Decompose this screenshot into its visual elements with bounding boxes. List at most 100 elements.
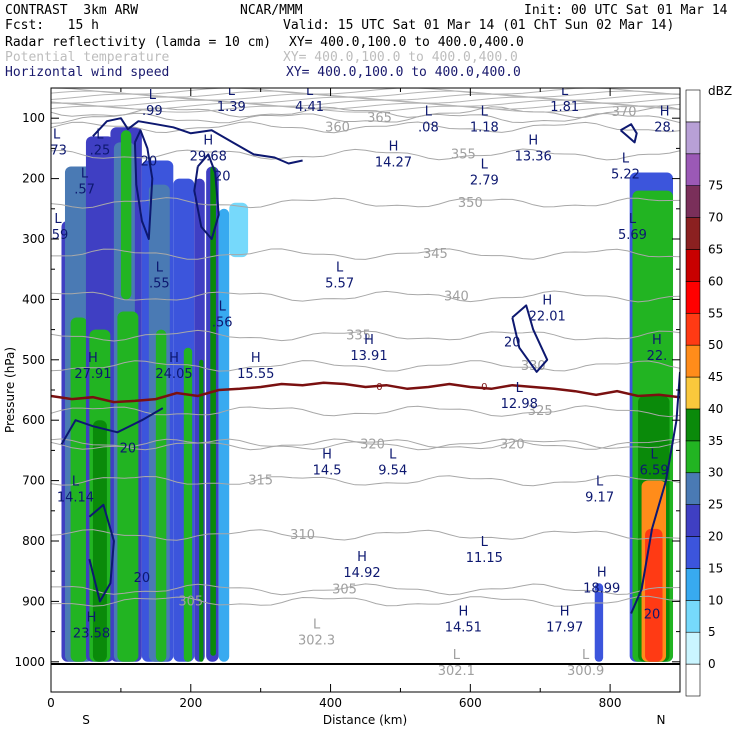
theta-contour-label: 365	[367, 111, 392, 126]
x-tick-label: 0	[47, 696, 55, 710]
y-tick-label: 200	[22, 172, 45, 186]
x-axis-label: Distance (km)	[323, 713, 407, 727]
reflectivity-cell	[120, 130, 132, 300]
theta-contour-line	[51, 405, 680, 418]
y-tick-label: 1000	[14, 655, 45, 669]
reflectivity-cell	[645, 528, 663, 662]
y-axis-label: Pressure (hPa)	[3, 347, 17, 433]
theta-contour-line	[51, 197, 680, 209]
colorbar-level-label: 0	[708, 657, 716, 671]
wind-contour-line	[619, 123, 638, 144]
wind-extremum-marker: L	[228, 84, 236, 99]
wind-extremum-marker: L	[481, 535, 489, 550]
wind-extremum-value: 2.79	[470, 174, 499, 189]
wind-extremum-value: 14.5	[313, 464, 342, 479]
wind-contour-label: 20	[214, 170, 231, 185]
wind-contour-label: 20	[134, 571, 151, 586]
theta-contour-line	[51, 438, 680, 451]
colorbar-swatch	[685, 600, 701, 633]
wind-contour-label: 20	[644, 607, 661, 622]
colorbar-swatch	[685, 631, 701, 665]
wind-extremum-value: 4.41	[295, 100, 324, 115]
reflectivity-cell	[229, 202, 249, 258]
wind-extremum-marker: L	[72, 475, 80, 490]
theta-contour-line	[51, 112, 680, 124]
zero-degree-line	[51, 381, 680, 404]
wind-extremum-value: 1.18	[470, 120, 499, 135]
wind-extremum-value: 23.58	[73, 627, 110, 642]
wind-extremum-value: 27.91	[74, 367, 111, 382]
wind-extremum-marker: H	[169, 351, 179, 366]
wind-contour-line	[193, 153, 220, 240]
reflectivity-cell	[210, 166, 216, 656]
theta-contour-line	[51, 290, 680, 303]
wind-extremum-marker: L	[149, 88, 157, 103]
reflectivity-cell	[70, 317, 88, 662]
x-end-label-north: N	[657, 713, 666, 727]
colorbar: 0 5 10 15 20 25 30 35 40 45 50 55 60 65 70 75	[685, 89, 723, 697]
theta-contour-label: 305	[332, 582, 357, 597]
colorbar-swatch	[685, 121, 701, 155]
y-tick-label: 900	[22, 594, 45, 608]
wind-extremum-marker: L	[306, 84, 314, 99]
wind-extremum-value: 24.05	[155, 367, 192, 382]
theta-contour-label: 320	[500, 437, 525, 452]
wind-extremum-value: 6.59	[640, 464, 669, 479]
wind-extremum-value: 5.57	[325, 276, 354, 291]
wind-extremum-value: .08	[418, 120, 439, 135]
wind-extremum-marker: H	[87, 611, 97, 626]
y-tick-label: 100	[22, 111, 45, 125]
wind-extremum-value: .56	[212, 316, 233, 331]
wind-extremum-marker: L	[425, 104, 433, 119]
theta-contour-line	[51, 474, 680, 487]
reflectivity-cell	[92, 420, 107, 662]
wind-extremum-marker: H	[597, 565, 607, 580]
init-time: Init: 00 UTC Sat 01 Mar 14	[524, 3, 728, 18]
wind-extremum-value: 12.98	[501, 397, 538, 412]
theta-contour-line	[51, 102, 680, 110]
wind-extremum-marker: H	[652, 333, 662, 348]
wind-extremum-value: 5.69	[618, 228, 647, 243]
forecast-hour: Fcst: 15 h	[5, 18, 99, 33]
wind-extremum-value: 22.	[647, 349, 668, 364]
wind-extremum-marker: H	[542, 294, 552, 309]
colorbar-swatch	[685, 312, 701, 346]
theta-contour-line	[51, 583, 680, 596]
wind-extremum-marker: H	[560, 605, 570, 620]
wind-extremum-marker: L	[81, 167, 89, 182]
colorbar-swatch	[685, 376, 701, 410]
wind-contour-line	[88, 503, 115, 603]
valid-time: Valid: 15 UTC Sat 01 Mar 14 (01 ChT Sun …	[283, 18, 675, 33]
wind-contour-line	[630, 371, 680, 614]
wind-extremum-value: .99	[142, 104, 163, 119]
theta-contour-line	[51, 105, 680, 113]
theta-extremum-marker: L	[582, 648, 590, 663]
colorbar-swatch	[685, 281, 701, 314]
colorbar-swatch	[685, 153, 701, 186]
zero-degree-label: 0	[481, 382, 487, 393]
wind-extremum-marker: L	[651, 448, 659, 463]
theta-contour-line	[51, 248, 680, 260]
wind-extremum-marker: H	[203, 133, 213, 148]
field-reflectivity-xy: XY= 400.0,100.0 to 400.0,400.0	[289, 35, 524, 50]
wind-extremum-value: 1.39	[217, 100, 246, 115]
colorbar-level-label: 50	[708, 338, 723, 352]
theta-contour-label: 355	[451, 147, 476, 162]
theta-contour-line	[51, 121, 680, 134]
field-theta-xy: XY= 400.0,100.0 to 400.0,400.0	[283, 50, 518, 65]
field-theta-name: Potential temperature	[5, 50, 170, 65]
colorbar-swatch	[685, 440, 701, 474]
y-tick-label: 700	[22, 474, 45, 488]
wind-extremum-value: .73	[46, 143, 67, 158]
theta-contour-line	[51, 595, 680, 607]
theta-contour-label: 310	[290, 528, 315, 543]
theta-contour-label: 350	[458, 196, 483, 211]
colorbar-swatch	[685, 504, 701, 537]
theta-contour-label: 320	[360, 437, 385, 452]
wind-extremum-value: 28.	[654, 120, 675, 135]
x-tick-label: 800	[599, 696, 622, 710]
